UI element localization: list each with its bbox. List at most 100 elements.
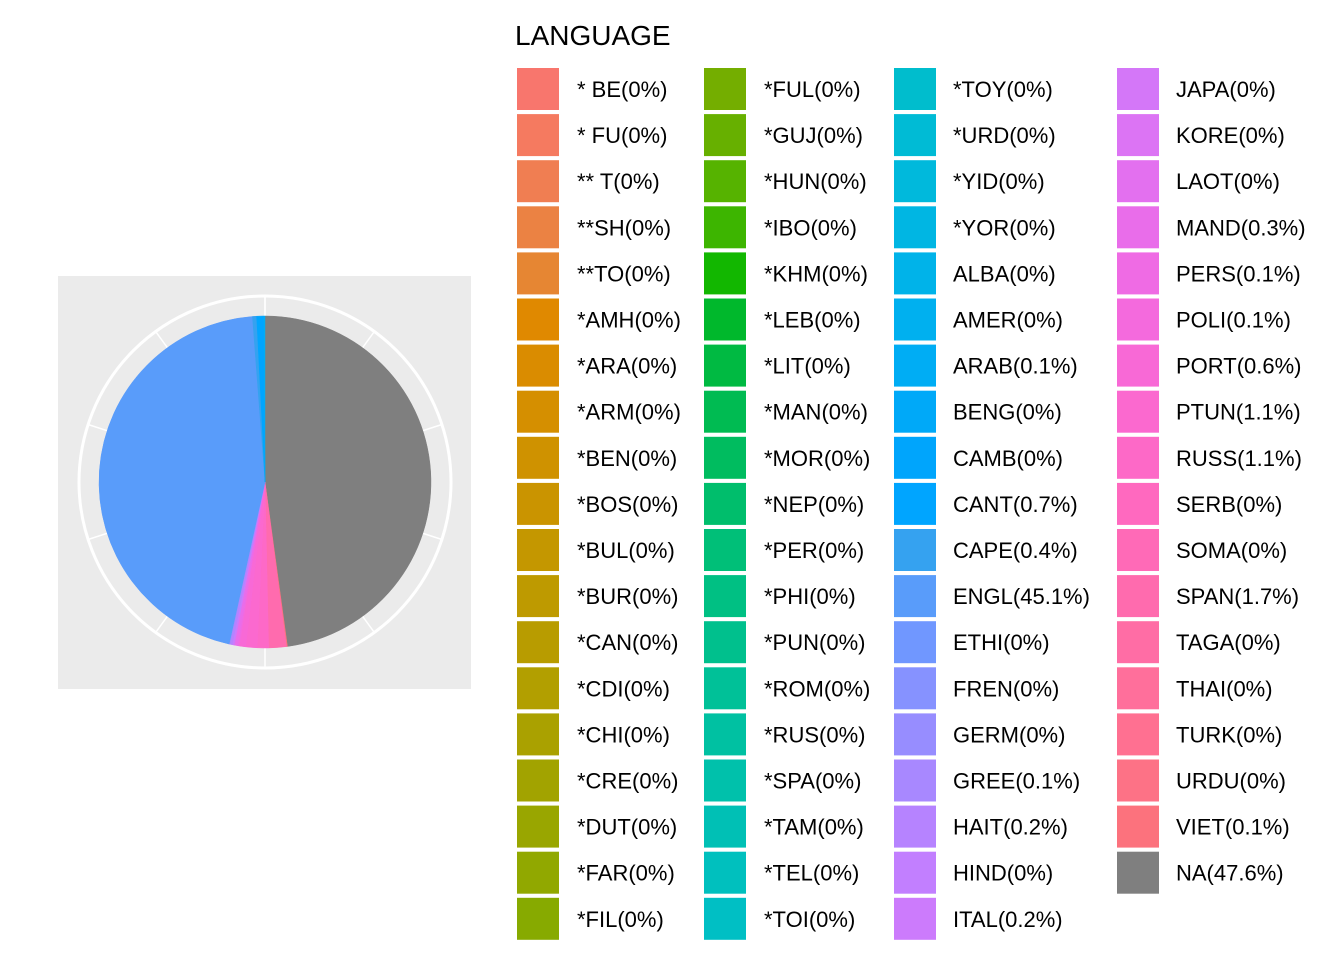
legend-key <box>704 805 746 848</box>
legend-key <box>894 206 936 249</box>
legend-label: **TO(0%) <box>577 261 671 286</box>
legend-label: URDU(0%) <box>1176 769 1286 794</box>
legend-key <box>1117 575 1159 618</box>
legend-key <box>517 529 559 571</box>
legend-label: *ARA(0%) <box>577 354 677 379</box>
legend-label: *BUR(0%) <box>577 584 678 609</box>
legend-key <box>517 298 559 341</box>
legend-key <box>1117 114 1159 157</box>
legend-label: *PUN(0%) <box>764 630 865 655</box>
legend-key <box>704 298 746 341</box>
legend-label: *PER(0%) <box>764 538 864 563</box>
legend-key <box>894 252 936 295</box>
legend-label: ETHI(0%) <box>953 630 1050 655</box>
legend-key <box>704 114 746 157</box>
legend-key <box>517 851 559 894</box>
legend-key <box>894 390 936 433</box>
legend-key <box>894 713 936 756</box>
legend-label: SPAN(1.7%) <box>1176 584 1299 609</box>
legend-label: RUSS(1.1%) <box>1176 446 1302 471</box>
legend-key <box>517 482 559 525</box>
legend-label: SOMA(0%) <box>1176 538 1287 563</box>
legend-key <box>1117 344 1159 387</box>
legend-label: *BEN(0%) <box>577 446 677 471</box>
legend-key <box>1117 713 1159 756</box>
legend-label: FREN(0%) <box>953 676 1059 701</box>
legend-label: *LIT(0%) <box>764 354 851 379</box>
legend-key <box>517 621 559 664</box>
legend-key <box>894 68 936 110</box>
legend-key <box>1117 68 1159 110</box>
legend-label: POLI(0.1%) <box>1176 308 1291 333</box>
legend-label: *PHI(0%) <box>764 584 856 609</box>
legend-label: PTUN(1.1%) <box>1176 400 1301 425</box>
legend-key <box>517 667 559 710</box>
legend-key <box>704 160 746 203</box>
legend-key <box>704 436 746 479</box>
legend-label: *CDI(0%) <box>577 676 670 701</box>
legend-label: *RUS(0%) <box>764 722 865 747</box>
legend-key <box>1117 390 1159 433</box>
legend-label: LAOT(0%) <box>1176 169 1280 194</box>
legend-label: THAI(0%) <box>1176 676 1273 701</box>
legend-label: *ROM(0%) <box>764 676 870 701</box>
legend-label: ** T(0%) <box>577 169 660 194</box>
legend-label: *LEB(0%) <box>764 308 861 333</box>
legend-key <box>894 621 936 664</box>
legend-key <box>517 160 559 203</box>
legend-label: *TOY(0%) <box>953 77 1053 102</box>
legend-key <box>894 805 936 848</box>
legend-key <box>894 436 936 479</box>
legend-key <box>894 667 936 710</box>
legend-label: PORT(0.6%) <box>1176 354 1302 379</box>
legend-key <box>894 759 936 802</box>
legend-key <box>894 160 936 203</box>
legend-key <box>704 713 746 756</box>
legend-label: *AMH(0%) <box>577 308 681 333</box>
legend-key <box>704 851 746 894</box>
legend-key <box>704 390 746 433</box>
legend-label: KORE(0%) <box>1176 123 1285 148</box>
legend-label: PERS(0.1%) <box>1176 261 1301 286</box>
legend-key <box>517 897 559 940</box>
legend-key <box>1117 805 1159 848</box>
legend-key <box>704 759 746 802</box>
legend-key <box>704 68 746 110</box>
legend-key <box>517 713 559 756</box>
legend-key <box>517 252 559 295</box>
legend-key <box>704 667 746 710</box>
legend-label: CAMB(0%) <box>953 446 1063 471</box>
legend-label: *MAN(0%) <box>764 400 868 425</box>
legend-key <box>704 206 746 249</box>
legend-label: *TAM(0%) <box>764 815 864 840</box>
legend-label: *CAN(0%) <box>577 630 678 655</box>
legend-key <box>517 805 559 848</box>
legend-key <box>894 344 936 387</box>
legend-label: AMER(0%) <box>953 308 1063 333</box>
legend-key <box>1117 621 1159 664</box>
legend-key <box>894 851 936 894</box>
legend-label: ARAB(0.1%) <box>953 354 1078 379</box>
legend-label: CANT(0.7%) <box>953 492 1078 517</box>
legend-key <box>517 759 559 802</box>
legend: * BE(0%) * FU(0%) ** T(0%) **SH(0%) **TO(0%)… <box>517 68 1306 940</box>
legend-key <box>704 575 746 618</box>
pie-slice: ARAB(0.1%) <box>263 315 266 483</box>
legend-label: TAGA(0%) <box>1176 630 1281 655</box>
legend-label: ALBA(0%) <box>953 261 1056 286</box>
pie-slice: NA(47.6%) <box>264 315 432 647</box>
legend-label: GERM(0%) <box>953 722 1065 747</box>
legend-key <box>894 897 936 940</box>
legend-label: *IBO(0%) <box>764 215 857 240</box>
legend-key <box>517 114 559 157</box>
legend-label: * FU(0%) <box>577 123 667 148</box>
legend-label: ITAL(0.2%) <box>953 907 1063 932</box>
legend-key <box>894 575 936 618</box>
legend-label: *FIL(0%) <box>577 907 664 932</box>
legend-label: *YOR(0%) <box>953 215 1056 240</box>
legend-label: *KHM(0%) <box>764 261 868 286</box>
legend-key <box>517 436 559 479</box>
legend-label: *GUJ(0%) <box>764 123 863 148</box>
legend-label: *TEL(0%) <box>764 861 859 886</box>
legend-label: *DUT(0%) <box>577 815 677 840</box>
